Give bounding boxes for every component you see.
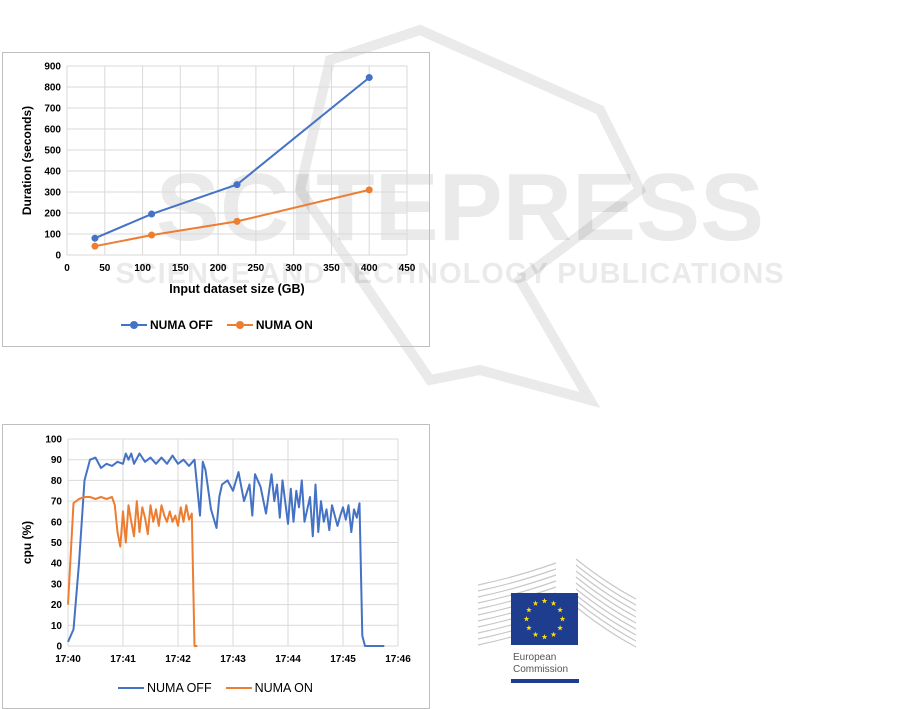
star-icon xyxy=(557,625,563,631)
star-icon xyxy=(550,631,557,638)
x-tick-label: 250 xyxy=(248,263,265,274)
star-icon xyxy=(557,607,563,613)
x-tick-label: 400 xyxy=(361,263,378,274)
cpu-chart-legend: NUMA OFF NUMA ON xyxy=(118,681,313,695)
x-tick-label: 17:46 xyxy=(385,654,411,665)
y-tick-label: 400 xyxy=(44,167,61,178)
legend-item-numa-on: NUMA ON xyxy=(225,681,313,695)
y-tick-label: 800 xyxy=(44,83,61,94)
x-tick-label: 300 xyxy=(285,263,302,274)
y-tick-label: 30 xyxy=(51,579,63,590)
legend-item-numa-on: NUMA ON xyxy=(226,318,313,332)
x-tick-label: 17:44 xyxy=(275,654,301,665)
star-icon xyxy=(526,607,532,613)
y-tick-label: 60 xyxy=(51,517,63,528)
legend-item-numa-off: NUMA OFF xyxy=(121,318,213,332)
ec-label-line1: European xyxy=(513,652,557,663)
star-icon xyxy=(532,600,539,606)
cpu-chart: 0 10 20 30 40 50 60 70 80 90 100 17:40 17:41 17:42 17:… xyxy=(2,424,430,709)
legend-swatch-numa-on xyxy=(226,321,253,329)
eu-stars-icon xyxy=(523,598,566,640)
x-tick-label: 17:45 xyxy=(330,654,356,665)
x-tick-label: 150 xyxy=(172,263,189,274)
x-tick-label: 200 xyxy=(210,263,227,274)
legend-item-numa-off: NUMA OFF xyxy=(118,681,212,695)
series-line-numa-off xyxy=(67,452,385,647)
y-tick-label: 600 xyxy=(44,125,61,136)
series-line-numa-off xyxy=(94,76,370,240)
star-icon xyxy=(526,625,532,631)
x-tick-label: 17:43 xyxy=(220,654,246,665)
y-tick-label: 500 xyxy=(44,146,61,157)
y-tick-label: 0 xyxy=(55,251,61,262)
data-point-numa-on xyxy=(148,231,156,239)
duration-chart: 0 100 200 300 400 500 600 700 800 900 0 50 100 150 200… xyxy=(2,52,430,347)
data-point-numa-off xyxy=(233,181,241,189)
legend-swatch-numa-off xyxy=(118,687,144,689)
x-tick-label: 0 xyxy=(64,263,70,274)
series-line-numa-on xyxy=(67,496,198,647)
star-icon xyxy=(523,616,530,622)
ec-underline xyxy=(511,679,579,683)
legend-swatch-numa-on xyxy=(225,687,252,689)
data-point-numa-off xyxy=(365,74,373,82)
x-tick-label: 450 xyxy=(399,263,416,274)
y-tick-label: 700 xyxy=(44,104,61,115)
star-icon xyxy=(550,600,557,606)
y-tick-label: 100 xyxy=(45,435,62,446)
legend-label-numa-off: NUMA OFF xyxy=(147,681,212,695)
star-icon xyxy=(532,631,539,638)
ec-label-line2: Commission xyxy=(513,664,569,675)
x-axis-title: Input dataset size (GB) xyxy=(169,282,304,296)
y-tick-label: 0 xyxy=(56,642,62,653)
y-tick-label: 40 xyxy=(51,559,63,570)
legend-label-numa-off: NUMA OFF xyxy=(150,318,213,332)
y-tick-label: 100 xyxy=(44,230,61,241)
data-point-numa-on xyxy=(91,242,99,250)
data-point-numa-off xyxy=(148,210,156,218)
y-tick-label: 80 xyxy=(51,476,63,487)
cpu-chart-plot: 0 10 20 30 40 50 60 70 80 90 100 17:40 17:41 17:42 17:… xyxy=(20,435,411,666)
x-tick-label: 17:40 xyxy=(55,654,81,665)
y-axis-title: Duration (seconds) xyxy=(20,106,34,215)
y-tick-label: 50 xyxy=(51,538,63,549)
series-line-numa-on xyxy=(94,188,370,248)
duration-chart-plot: 0 100 200 300 400 500 600 700 800 900 0 50 100 150 200… xyxy=(20,62,416,297)
x-tick-label: 17:42 xyxy=(165,654,191,665)
y-tick-label: 20 xyxy=(51,600,63,611)
data-point-numa-off xyxy=(91,234,99,242)
y-tick-label: 90 xyxy=(51,455,63,466)
watermark-title: SCITEPRESS xyxy=(156,154,764,261)
star-icon xyxy=(541,598,548,604)
y-tick-label: 200 xyxy=(44,209,61,220)
y-tick-label: 10 xyxy=(51,621,63,632)
data-point-numa-on xyxy=(365,186,373,194)
duration-chart-legend: NUMA OFF NUMA ON xyxy=(121,318,313,332)
legend-label-numa-on: NUMA ON xyxy=(254,681,313,695)
watermark-subtitle: SCIENCE AND TECHNOLOGY PUBLICATIONS xyxy=(115,258,784,290)
star-icon xyxy=(541,634,548,640)
legend-label-numa-on: NUMA ON xyxy=(255,318,313,332)
x-tick-label: 350 xyxy=(323,263,340,274)
y-tick-label: 70 xyxy=(51,497,63,508)
y-axis-title: cpu (%) xyxy=(20,521,34,564)
star-icon xyxy=(559,616,566,622)
y-tick-label: 300 xyxy=(44,188,61,199)
x-tick-label: 17:41 xyxy=(110,654,136,665)
legend-swatch-numa-off xyxy=(121,321,147,329)
y-tick-label: 900 xyxy=(44,62,61,73)
european-commission-logo xyxy=(477,558,636,648)
x-tick-label: 100 xyxy=(134,263,151,274)
x-tick-label: 50 xyxy=(99,263,111,274)
data-point-numa-on xyxy=(233,217,241,225)
